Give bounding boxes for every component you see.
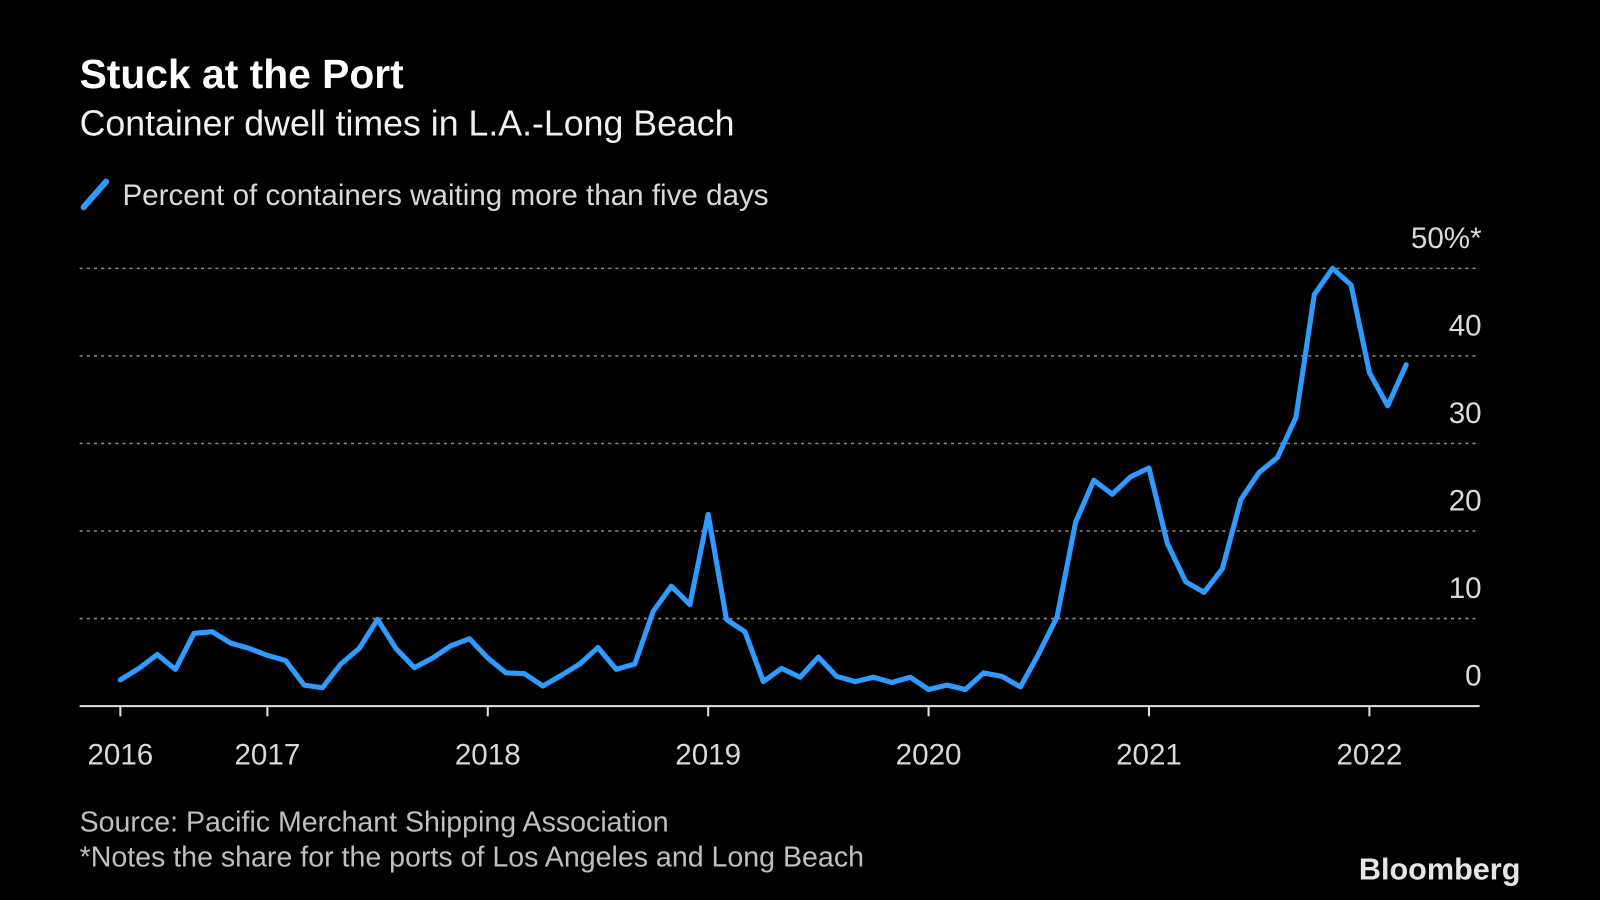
y-tick-label: 10 (1449, 572, 1482, 605)
x-tick-label: 2020 (896, 738, 962, 771)
legend-label: Percent of containers waiting more than … (122, 179, 768, 212)
y-tick-label: 20 (1449, 485, 1482, 518)
brand-logo: Bloomberg (1359, 853, 1521, 887)
source: Source: Pacific Merchant Shipping Associ… (80, 807, 669, 839)
y-tick-label: 50%* (1411, 222, 1482, 255)
y-tick-label: 30 (1449, 397, 1482, 430)
x-tick-label: 2022 (1336, 738, 1402, 771)
data-line (117, 265, 1409, 693)
x-tick-label: 2019 (675, 738, 741, 771)
x-tick-label: 2016 (87, 738, 153, 771)
x-tick-label: 2021 (1116, 738, 1182, 771)
note: *Notes the share for the ports of Los An… (80, 841, 864, 873)
y-tick-label: 40 (1449, 310, 1482, 343)
x-tick-label: 2018 (455, 738, 521, 771)
chart-title: Stuck at the Port (80, 51, 405, 97)
x-tick-label: 2017 (234, 738, 300, 771)
legend-swatch (80, 178, 110, 211)
y-tick-label: 0 (1465, 660, 1481, 693)
chart-subtitle: Container dwell times in L.A.-Long Beach (80, 104, 735, 144)
